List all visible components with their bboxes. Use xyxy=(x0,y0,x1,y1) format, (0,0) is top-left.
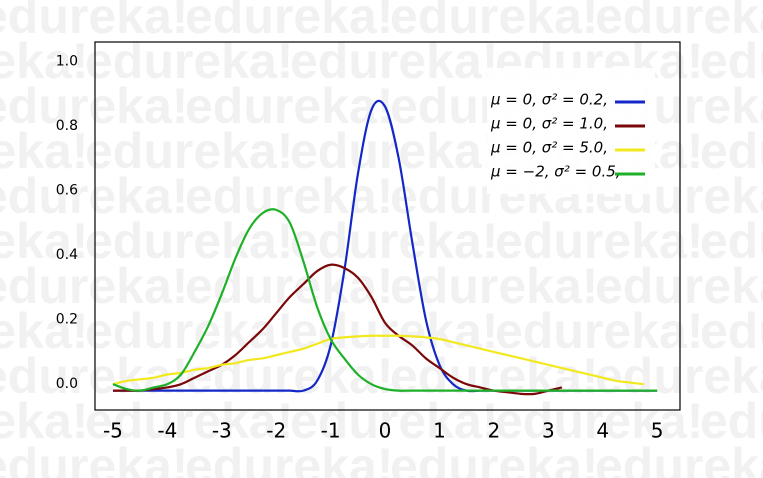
watermark-text: edureka! xyxy=(85,393,293,449)
watermark-text: edureka! xyxy=(595,348,763,404)
x-tick-label: 3 xyxy=(542,419,555,443)
watermark-text: edureka! xyxy=(390,258,598,314)
watermark-text: edureka! xyxy=(0,168,188,224)
watermark-text: edureka! xyxy=(700,123,763,179)
watermark-text: edureka! xyxy=(495,213,703,269)
watermark-text: edureka! xyxy=(595,258,763,314)
watermark-text: edureka! xyxy=(185,258,393,314)
x-tick-label: -4 xyxy=(157,419,177,443)
y-tick-label: 1.0 xyxy=(56,53,78,69)
plot-area: 0.0 0.2 0.4 0.6 0.8 1.0 -5 -4 -3 -2 -1 0 1 2 3 4 5 xyxy=(56,53,664,442)
x-tick-label: -1 xyxy=(321,419,341,443)
y-tick-label: 0.0 xyxy=(56,376,78,392)
series-line xyxy=(112,334,644,386)
watermark-text: edureka! xyxy=(290,213,498,269)
watermark-text: edureka! xyxy=(0,303,88,359)
series-line xyxy=(112,208,658,392)
legend-label: μ = 0, σ² = 0.2, xyxy=(490,91,608,109)
x-tick-label: 4 xyxy=(596,419,609,443)
watermark-text: edureka! xyxy=(185,0,393,44)
watermark-text: edureka! xyxy=(390,0,598,44)
watermark-text: edureka! xyxy=(595,0,763,44)
watermark-text: edureka! xyxy=(495,393,703,449)
watermark-text: edureka! xyxy=(700,33,763,89)
watermark-text: edureka! xyxy=(0,438,188,478)
watermark-text: edureka! xyxy=(85,303,293,359)
watermark-text: edureka! xyxy=(0,393,88,449)
series-line xyxy=(112,263,563,396)
watermark-text: edureka! xyxy=(185,438,393,478)
watermark-text: edureka! xyxy=(85,123,293,179)
x-tick-label: 5 xyxy=(651,419,664,443)
x-tick-label: -5 xyxy=(103,419,123,443)
watermark-text: edureka! xyxy=(0,123,88,179)
y-tick-label: 0.2 xyxy=(56,312,78,328)
legend: μ = 0, σ² = 0.2, μ = 0, σ² = 1.0, μ = 0, σ… xyxy=(487,68,655,194)
watermark-text: edureka! xyxy=(700,213,763,269)
watermark-text: edureka! xyxy=(595,438,763,478)
watermark-text: edureka! xyxy=(0,258,188,314)
legend-label: μ = 0, σ² = 5.0, xyxy=(490,139,608,157)
watermark-text: edureka! xyxy=(0,78,188,134)
watermark-text: edureka! xyxy=(700,393,763,449)
watermark-text: edureka! xyxy=(85,213,293,269)
watermark-text: edureka! xyxy=(185,168,393,224)
x-tick-label: 0 xyxy=(379,419,392,443)
watermark-text: edureka! xyxy=(0,33,88,89)
x-tick-label: -2 xyxy=(266,419,286,443)
watermark-text: edureka! xyxy=(0,213,88,269)
watermark-text: edureka! xyxy=(495,303,703,359)
watermark-text: edureka! xyxy=(185,78,393,134)
x-tick-label: -3 xyxy=(212,419,232,443)
plot-frame xyxy=(94,41,681,411)
watermark-text: edureka! xyxy=(290,393,498,449)
y-tick-label: 0.6 xyxy=(56,182,78,198)
legend-label: μ = −2, σ² = 0.5, xyxy=(490,163,621,181)
x-tick-label: 1 xyxy=(433,419,446,443)
y-tick-label: 0.4 xyxy=(56,247,78,263)
watermark-text: edureka! xyxy=(390,438,598,478)
y-tick-label: 0.8 xyxy=(56,118,78,134)
watermark-text: edureka! xyxy=(700,303,763,359)
x-tick-label: 2 xyxy=(488,419,501,443)
watermark-text: edureka! xyxy=(0,0,188,44)
legend-label: μ = 0, σ² = 1.0, xyxy=(490,115,608,133)
